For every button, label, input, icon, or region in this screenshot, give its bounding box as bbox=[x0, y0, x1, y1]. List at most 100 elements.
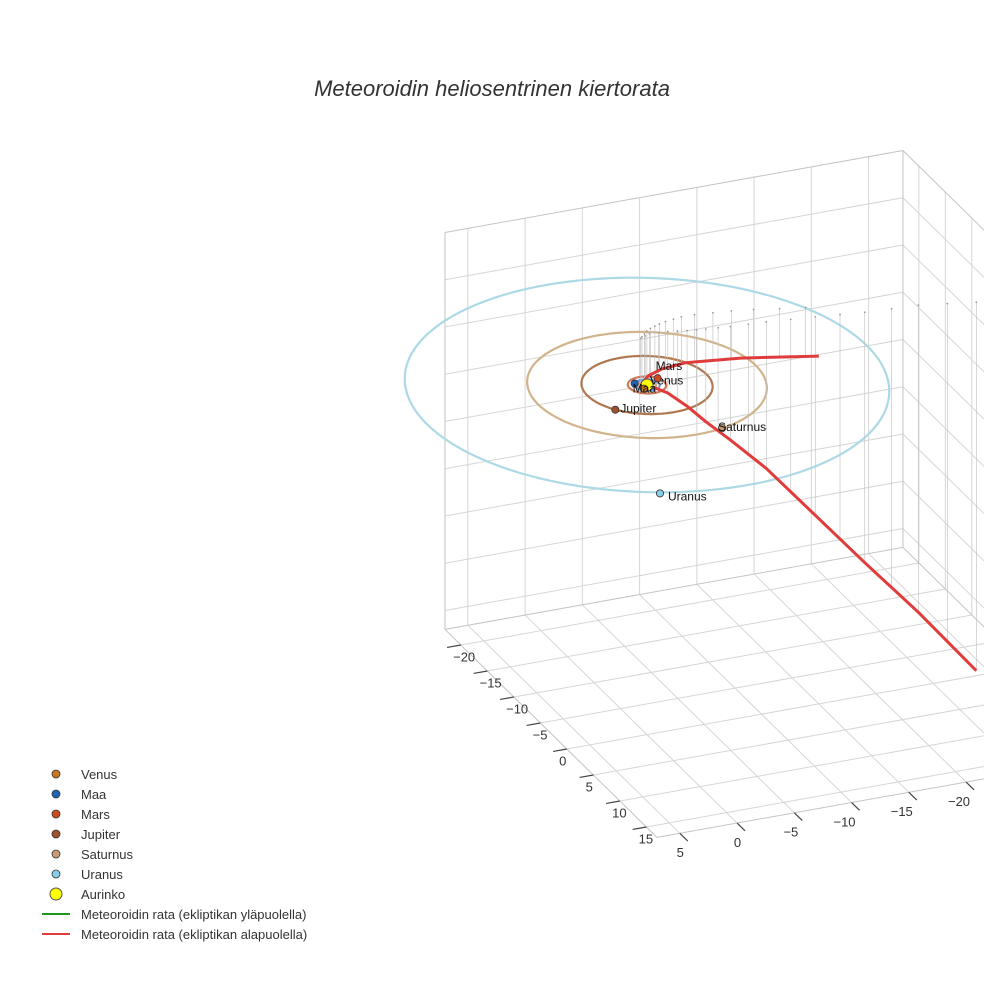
x-tick-mark bbox=[793, 812, 803, 822]
planet-label-maa: Maa bbox=[633, 382, 657, 396]
drop-line-cap bbox=[639, 337, 642, 340]
pane-edge bbox=[902, 547, 984, 628]
y-tick-label: −10 bbox=[506, 701, 528, 716]
meteoroid-path-arm bbox=[639, 354, 819, 387]
grid-line bbox=[646, 766, 984, 828]
planet-label-saturnus: Saturnus bbox=[718, 420, 766, 434]
drop-line-cap bbox=[804, 306, 807, 309]
x-tick-mark bbox=[908, 791, 918, 801]
drop-line-cap bbox=[648, 332, 651, 335]
grid-line bbox=[593, 704, 984, 776]
grid-line bbox=[902, 528, 984, 609]
chart-title: Meteoroidin heliosentrinen kiertorata bbox=[314, 76, 670, 101]
planet-marker-venus bbox=[639, 384, 648, 393]
drop-line-cap bbox=[666, 330, 669, 333]
orbit-saturnus bbox=[525, 330, 769, 440]
grid-planes bbox=[444, 150, 984, 838]
legend-label: Aurinko bbox=[81, 887, 125, 902]
y-tick-label: −20 bbox=[453, 649, 475, 664]
drop-lines bbox=[639, 301, 978, 671]
legend-label: Saturnus bbox=[81, 847, 134, 862]
axis-tick-labels: −30−25−20−15−10−505−20−15−10−50510150−5−… bbox=[447, 644, 975, 860]
drop-line-cap bbox=[711, 311, 714, 314]
legend-label: Maa bbox=[81, 787, 107, 802]
drop-line-cap bbox=[649, 327, 652, 330]
drop-line-cap bbox=[917, 304, 920, 307]
legend-swatch-marker bbox=[51, 849, 61, 859]
grid-line bbox=[696, 583, 910, 793]
drop-line-cap bbox=[664, 320, 667, 323]
grid-line bbox=[513, 614, 972, 698]
x-tick-label: −5 bbox=[783, 825, 798, 840]
grid-line bbox=[902, 197, 984, 278]
grid-line bbox=[444, 244, 904, 328]
drop-line-cap bbox=[975, 301, 978, 304]
grid-line bbox=[902, 291, 984, 373]
grid-line bbox=[444, 339, 904, 422]
legend-swatch-marker bbox=[51, 809, 61, 819]
grid-line bbox=[868, 553, 984, 668]
x-tick-label: −10 bbox=[833, 814, 855, 829]
y-tick-label: −15 bbox=[480, 675, 502, 690]
planet-marker-maa bbox=[630, 379, 639, 388]
grid-line bbox=[619, 735, 984, 802]
grid-line bbox=[444, 386, 904, 470]
planet-marker-jupiter bbox=[611, 405, 620, 414]
orbit-uranus bbox=[403, 276, 891, 494]
grid-line bbox=[540, 643, 984, 724]
grid-line bbox=[902, 433, 984, 515]
drop-line-cap bbox=[814, 315, 817, 318]
grid-line bbox=[524, 614, 738, 824]
drop-line-cap bbox=[765, 321, 768, 323]
legend-label: Uranus bbox=[81, 867, 123, 882]
y-tick-mark bbox=[526, 722, 541, 727]
planet-label-mars: Mars bbox=[656, 359, 683, 373]
grid-line bbox=[566, 673, 984, 750]
drop-line-cap bbox=[752, 308, 755, 311]
legend-swatch-marker bbox=[51, 829, 61, 839]
grid-line bbox=[902, 244, 984, 326]
orbit-mars bbox=[626, 375, 668, 395]
drop-line-cap bbox=[729, 325, 732, 328]
meteoroid-path-below bbox=[640, 384, 978, 672]
drop-line-cap bbox=[946, 302, 949, 305]
x-tick-label: 5 bbox=[677, 845, 684, 860]
drop-line-cap bbox=[693, 313, 696, 316]
meteoroid-path bbox=[639, 354, 978, 672]
legend: Venus Maa Mars Jupiter Saturnus Uranus Aurinko… bbox=[42, 767, 307, 942]
legend-label: Mars bbox=[81, 807, 110, 822]
drop-line-cap bbox=[704, 328, 707, 330]
grid-line bbox=[444, 528, 904, 611]
y-tick-mark bbox=[606, 800, 620, 805]
grid-line bbox=[444, 197, 904, 281]
legend-label: Jupiter bbox=[81, 827, 121, 842]
legend-label: Meteoroidin rata (ekliptikan yläpuolella… bbox=[81, 907, 306, 922]
drop-line-cap bbox=[730, 309, 733, 312]
grid-line bbox=[810, 563, 984, 734]
drop-line-cap bbox=[686, 329, 688, 332]
x-tick-mark bbox=[965, 781, 975, 791]
legend-label: Meteoroidin rata (ekliptikan alapuolella… bbox=[81, 927, 307, 942]
y-tick-label: 5 bbox=[586, 779, 593, 794]
y-tick-mark bbox=[632, 826, 647, 831]
planet-marker-uranus bbox=[655, 489, 664, 498]
grid-line bbox=[753, 573, 967, 783]
drop-line-cap bbox=[695, 328, 698, 331]
x-tick-label: −15 bbox=[891, 804, 913, 819]
planet-marker-mars bbox=[653, 374, 662, 383]
legend-swatch-marker bbox=[51, 769, 61, 779]
legend-swatch-marker bbox=[51, 869, 61, 879]
legend-swatch-sun bbox=[49, 887, 63, 901]
x-tick-mark bbox=[736, 822, 746, 832]
drop-line-cap bbox=[680, 315, 683, 318]
y-tick-label: 10 bbox=[612, 805, 626, 820]
planet-label-uranus: Uranus bbox=[668, 489, 707, 503]
pane-edge bbox=[444, 629, 658, 838]
drop-line-cap bbox=[863, 311, 866, 314]
grid-line bbox=[581, 604, 795, 814]
grid-line bbox=[487, 588, 946, 672]
orbit-jupiter bbox=[580, 354, 714, 416]
drop-line-cap bbox=[653, 325, 656, 328]
